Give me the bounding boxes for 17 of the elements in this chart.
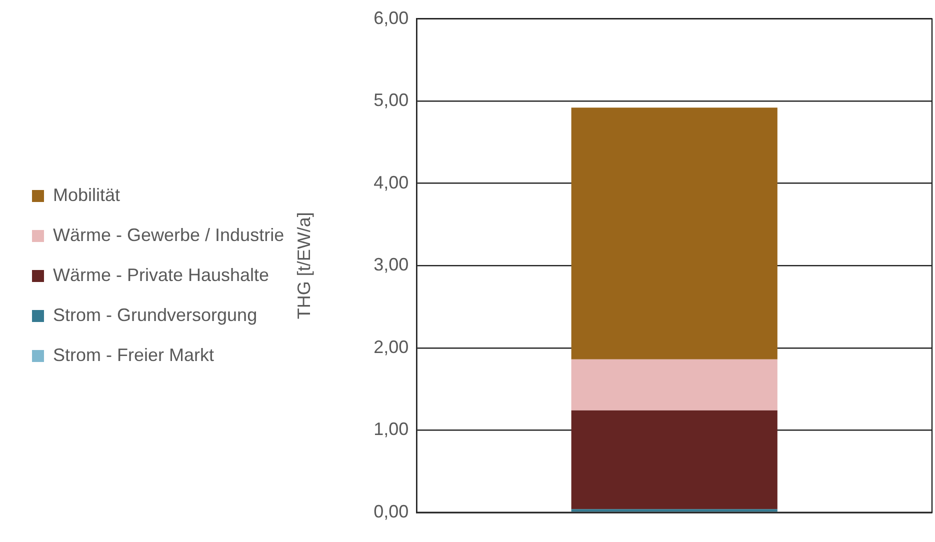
legend-label: Wärme - Gewerbe / Industrie (53, 224, 284, 245)
bar (571, 410, 778, 510)
bar (571, 359, 778, 410)
legend-label: Wärme - Private Haushalte (53, 264, 270, 285)
y-tick-label: 4,00 (374, 172, 409, 192)
y-axis-title: THG [t/EW/a] (294, 212, 314, 320)
legend-label: Mobilität (53, 184, 120, 205)
y-tick-label: 3,00 (374, 254, 409, 275)
y-tick-label: 0,00 (374, 501, 409, 522)
y-tick-label: 6,00 (374, 8, 409, 28)
y-tick-label: 5,00 (374, 90, 409, 110)
legend-label: Strom - Grundversorgung (53, 304, 258, 325)
y-tick-label: 1,00 (374, 419, 409, 440)
bar (571, 108, 778, 360)
y-tick-label: 2,00 (374, 336, 409, 357)
legend-label: Strom - Freier Markt (53, 344, 214, 365)
bar (571, 509, 778, 512)
